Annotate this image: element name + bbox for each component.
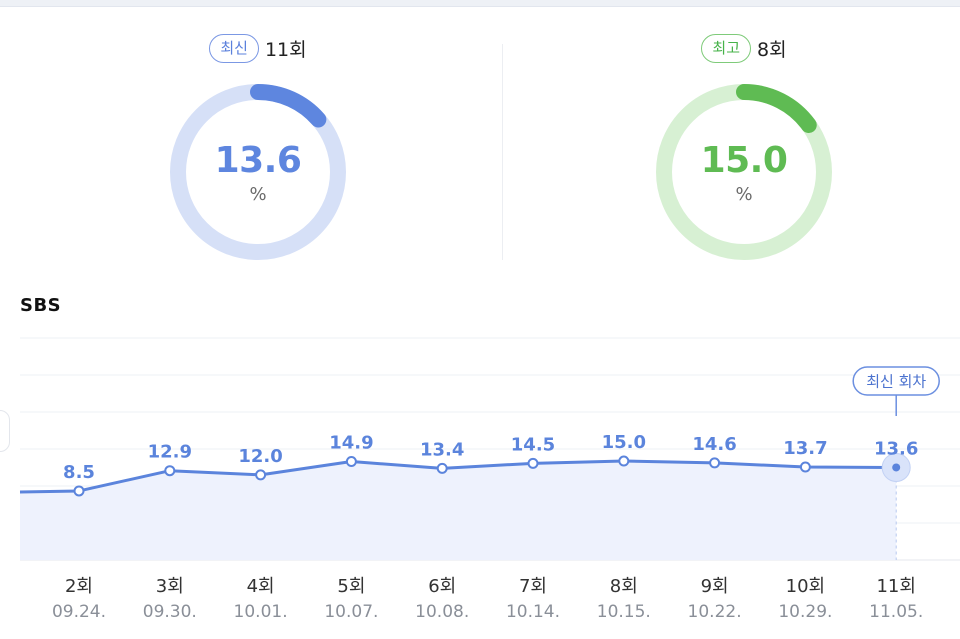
x-tick-date: 10.29.	[778, 602, 832, 622]
data-point	[73, 485, 85, 497]
x-tick-date: 10.07.	[324, 602, 378, 622]
latest-badge: 최신	[209, 34, 259, 63]
data-label: 13.7	[783, 438, 827, 459]
latest-header: 최신 11회	[138, 34, 378, 63]
data-point	[709, 457, 721, 469]
data-label: 12.9	[148, 442, 192, 463]
top-border	[0, 0, 960, 7]
best-badge: 최고	[701, 34, 752, 63]
best-ring: 15.0 %	[654, 82, 834, 262]
data-point	[799, 461, 811, 473]
data-label: 13.4	[420, 439, 464, 460]
x-tick-episode: 9회	[701, 576, 729, 597]
data-point	[345, 456, 357, 467]
data-label: 13.6	[874, 438, 918, 459]
data-label: 14.9	[329, 433, 373, 454]
latest-ring-arc	[170, 84, 346, 260]
x-tick-episode: 7회	[519, 576, 547, 597]
best-rating-card: 최고 8회 15.0 %	[624, 34, 864, 274]
data-label: 14.5	[511, 434, 555, 455]
data-point	[164, 465, 176, 477]
x-tick-date: 10.15.	[597, 602, 651, 622]
x-tick-date: 10.08.	[415, 602, 469, 622]
network-title: SBS	[20, 295, 62, 316]
best-ring-gauge	[656, 84, 832, 260]
data-label: 14.6	[692, 434, 736, 455]
x-tick-date: 11.05.	[869, 602, 923, 622]
latest-rating-value: 13.6	[214, 140, 302, 181]
data-point	[892, 463, 901, 472]
data-point	[527, 457, 539, 469]
data-label: 12.0	[238, 446, 282, 467]
latest-episode: 11회	[264, 39, 307, 61]
x-tick-date: 09.24.	[52, 602, 106, 622]
latest-ring: 13.6 %	[168, 82, 348, 262]
x-tick-episode: 3회	[156, 576, 184, 597]
ratings-line-chart: 8.5 12.9 12.0 14.9 13.4 14.5 15.0 14.6 13.7 13.6 최…	[19, 337, 960, 622]
latest-callout-label: 최신 회차	[866, 373, 926, 391]
latest-rating-unit: %	[249, 184, 267, 205]
area-fill	[20, 461, 897, 560]
x-tick-date: 10.14.	[506, 602, 560, 622]
latest-rating-card: 최신 11회 13.6 %	[138, 34, 378, 274]
x-tick-episode: 5회	[337, 576, 365, 597]
x-tick-episode: 6회	[428, 576, 456, 597]
x-tick-date: 10.22.	[688, 602, 742, 622]
x-tick-episode: 4회	[247, 576, 275, 597]
latest-callout-box	[852, 366, 940, 396]
best-rating-unit: %	[735, 184, 753, 205]
data-point	[618, 455, 630, 467]
data-point	[436, 462, 448, 474]
data-label: 8.5	[63, 462, 95, 483]
best-episode: 8회	[757, 39, 787, 61]
summary-divider	[502, 44, 503, 260]
data-point	[255, 469, 267, 481]
x-tick-episode: 8회	[610, 576, 638, 597]
latest-ring-gauge	[170, 84, 346, 260]
x-tick-date: 09.30.	[143, 602, 197, 622]
x-tick-episode: 10회	[786, 576, 825, 597]
data-label: 15.0	[602, 432, 646, 453]
best-header: 최고 8회	[624, 34, 864, 63]
x-tick-date: 10.01.	[234, 602, 288, 622]
best-ring-arc	[656, 84, 832, 260]
x-tick-episode: 2회	[65, 576, 93, 597]
best-rating-value: 15.0	[700, 140, 788, 181]
x-tick-episode: 11회	[876, 576, 915, 597]
